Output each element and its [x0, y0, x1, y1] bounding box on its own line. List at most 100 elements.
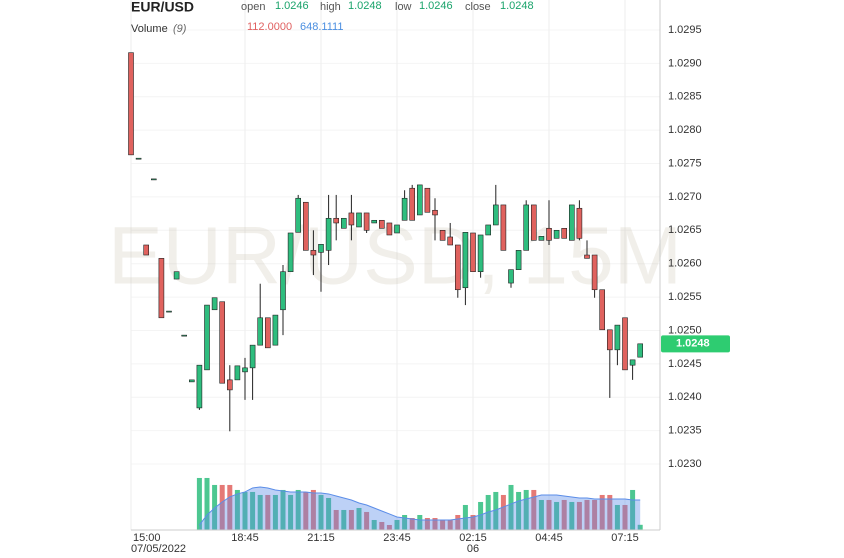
- volume-label: Volume: [131, 23, 168, 35]
- candle-body: [470, 232, 476, 273]
- volume-bar: [630, 489, 636, 530]
- candle-body: [591, 254, 598, 291]
- x-tick-label: 15:00: [133, 532, 161, 544]
- candle-body: [204, 304, 210, 371]
- candle-body: [189, 379, 195, 383]
- candle-body: [462, 232, 469, 289]
- candle-body: [363, 212, 370, 231]
- volume-bar: [493, 491, 499, 530]
- candle-body: [234, 365, 241, 381]
- candle-body: [637, 343, 644, 358]
- volume-bar: [257, 494, 263, 530]
- volume-bar: [424, 517, 430, 530]
- volume-bar: [326, 497, 332, 530]
- y-tick-label: 1.0285: [668, 91, 702, 103]
- candle-body: [310, 250, 317, 256]
- candle-body: [416, 184, 423, 216]
- volume-bar: [531, 489, 537, 530]
- candle-body: [386, 222, 393, 236]
- candle-body: [166, 310, 172, 313]
- y-tick-label: 1.0270: [668, 191, 702, 203]
- candle-body: [424, 187, 431, 213]
- volume-bar: [219, 484, 225, 530]
- volume-bar: [409, 517, 415, 530]
- candle-body: [196, 364, 203, 409]
- axes-layer: 1.0230 1.0235 1.0240 1.0245 1.0250 1.0255 1.02…: [131, 0, 730, 555]
- candle-body: [378, 219, 385, 229]
- volume-bar: [455, 514, 461, 530]
- candle-body: [447, 236, 454, 246]
- volume-bar: [592, 499, 598, 530]
- volume-bar: [569, 501, 575, 530]
- x-tick-label: 07:15: [611, 532, 639, 544]
- volume-bar: [561, 499, 567, 530]
- volume-bar: [348, 509, 354, 530]
- volume-bar: [500, 494, 506, 530]
- candle-body: [371, 219, 378, 224]
- candle-body: [576, 207, 583, 239]
- header-value: 1.0248: [500, 0, 534, 12]
- y-tick-label: 1.0250: [668, 324, 702, 336]
- last-price-label: 1.0248: [676, 338, 710, 350]
- last-price-tag: [661, 335, 730, 353]
- x-sub-label: 07/05/2022: [131, 543, 186, 555]
- candle-body: [128, 52, 134, 156]
- volume-bar: [554, 501, 560, 530]
- x-tick-label: 23:45: [383, 532, 411, 544]
- volume-bar: [265, 494, 271, 530]
- header-label: close: [465, 1, 491, 13]
- candle-body: [530, 204, 537, 241]
- candle-body: [227, 379, 233, 391]
- volume-bar: [417, 514, 423, 530]
- volume-ma-value: 648.1111: [300, 21, 343, 33]
- header-value: 1.0246: [275, 0, 309, 12]
- candle-body: [272, 314, 279, 346]
- candle-body: [295, 197, 302, 233]
- volume-bar: [386, 524, 392, 530]
- volume-bar: [288, 494, 294, 530]
- candle-body: [553, 230, 560, 239]
- volume-bar: [310, 489, 316, 530]
- candle-body: [454, 244, 461, 291]
- candle-body: [546, 228, 552, 241]
- candle-body: [242, 367, 248, 373]
- volume-bar: [538, 499, 544, 530]
- volume-bar: [516, 491, 522, 530]
- candle-body: [249, 344, 256, 369]
- candle-body: [629, 359, 636, 366]
- x-tick-label: 04:45: [535, 532, 563, 544]
- volume-layer: [196, 477, 643, 530]
- volume-bar: [295, 489, 301, 530]
- candle-body: [561, 228, 568, 239]
- y-tick-label: 1.0275: [668, 157, 702, 169]
- candle-body: [622, 317, 628, 371]
- candle-body: [485, 224, 492, 236]
- candle-body: [432, 209, 438, 216]
- volume-bar: [234, 489, 240, 530]
- candle-body: [158, 258, 165, 319]
- candle-body: [584, 254, 590, 259]
- volume-bar: [371, 519, 377, 530]
- volume-bar: [356, 507, 362, 530]
- volume-bar: [637, 524, 643, 530]
- volume-bar: [584, 499, 590, 530]
- y-tick-label: 1.0245: [668, 358, 702, 370]
- volume-bar: [318, 494, 324, 530]
- volume-bar: [614, 504, 620, 530]
- volume-bar: [546, 499, 552, 530]
- volume-bar: [333, 509, 339, 530]
- x-sub-label: 06: [467, 543, 479, 555]
- volume-bar: [447, 519, 453, 530]
- volume-bar: [599, 494, 605, 530]
- candle-body: [599, 289, 606, 331]
- candle-body: [492, 204, 499, 226]
- volume-bar: [250, 491, 256, 530]
- volume-bar: [523, 489, 529, 530]
- candle-body: [401, 197, 408, 221]
- header-label: high: [320, 1, 341, 13]
- candle-body: [287, 232, 294, 273]
- candle-body: [219, 301, 225, 384]
- candle-body: [508, 269, 514, 284]
